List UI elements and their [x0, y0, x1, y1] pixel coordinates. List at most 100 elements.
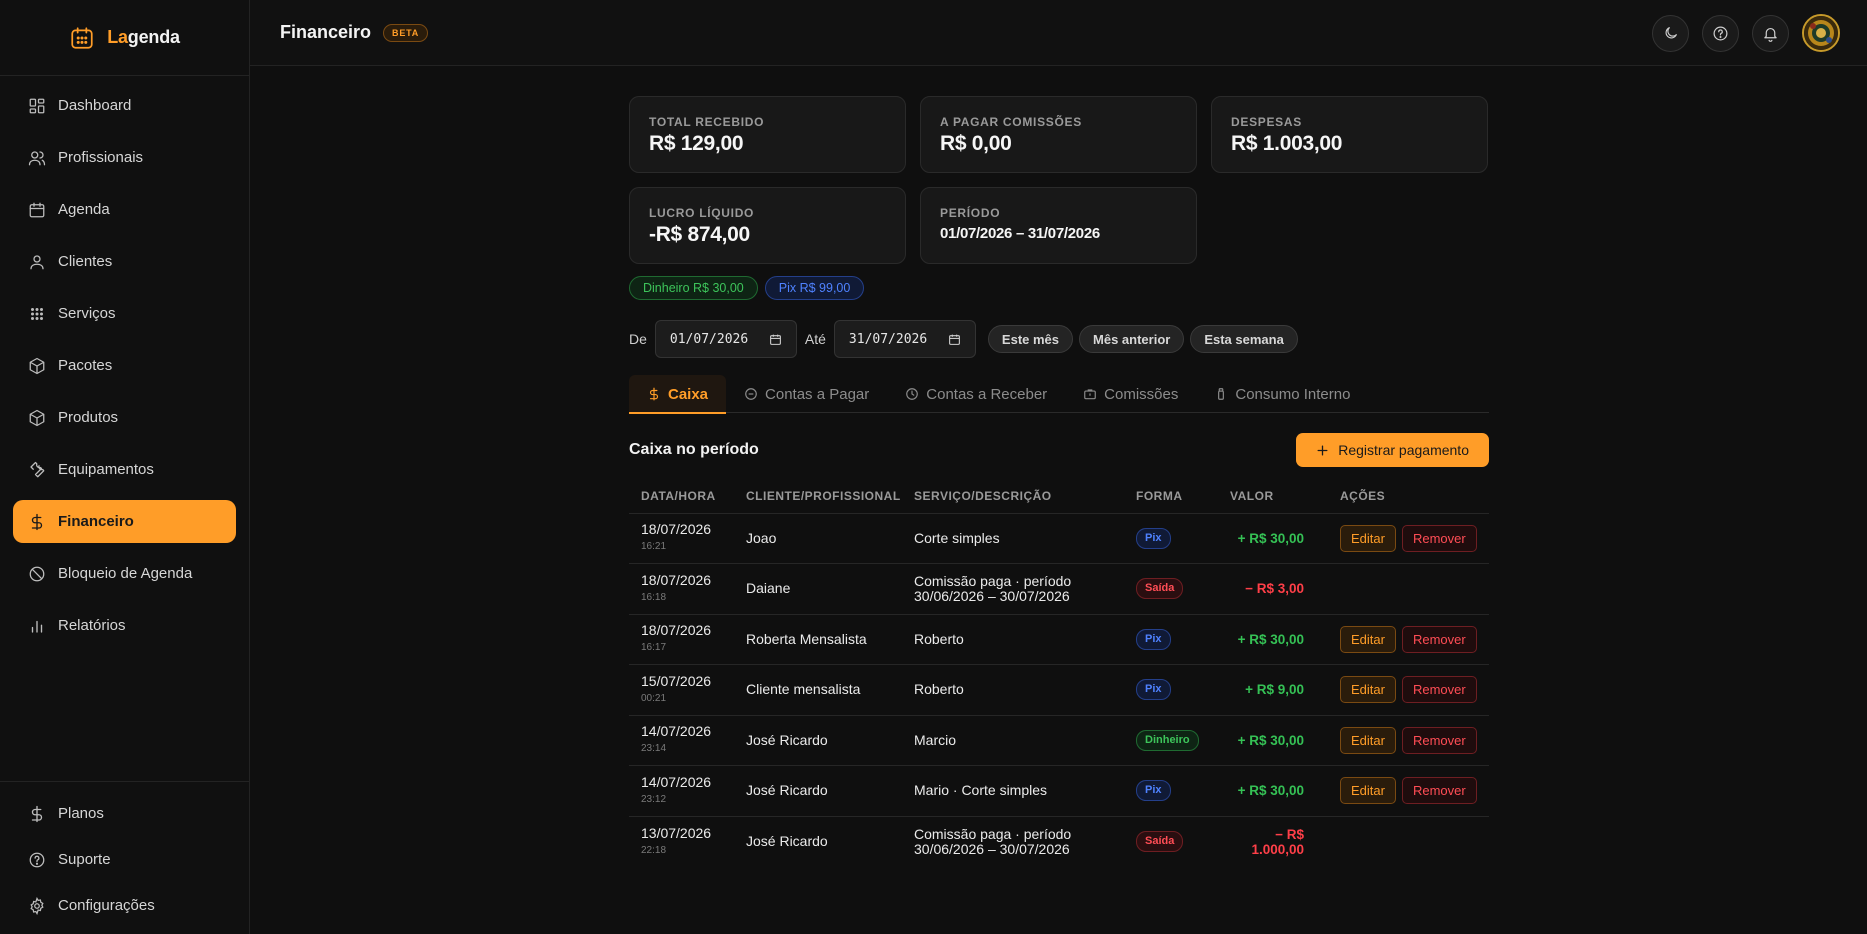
- main-content: TOTAL RECEBIDO R$ 129,00 A PAGAR COMISSÕ…: [629, 96, 1489, 867]
- tab-caixa[interactable]: Caixa: [629, 375, 727, 414]
- tab-label: Comissões: [1104, 385, 1179, 403]
- briefcase-icon: [1083, 387, 1097, 401]
- help-icon: [28, 851, 46, 869]
- chip-dinheiro: Dinheiro R$ 30,00: [629, 276, 758, 300]
- box-icon: [28, 357, 46, 375]
- plus-icon: [1316, 444, 1329, 457]
- remove-button[interactable]: Remover: [1401, 777, 1477, 805]
- to-date-input[interactable]: 31/07/2026: [833, 320, 976, 358]
- sidebar-item-label: Pacotes: [58, 357, 113, 374]
- user-icon: [28, 253, 46, 271]
- preset-mes-anterior-button[interactable]: Mês anterior: [1079, 325, 1185, 353]
- to-date-value: 31/07/2026: [848, 331, 928, 347]
- beta-badge: BETA: [383, 23, 429, 42]
- sidebar-item-label: Financeiro: [58, 513, 134, 530]
- edit-button[interactable]: Editar: [1340, 676, 1396, 704]
- card-label: LUCRO LÍQUIDO: [649, 206, 755, 220]
- column-header: FORMA: [1124, 479, 1218, 514]
- tab-contas-a-receber[interactable]: Contas a Receber: [887, 375, 1065, 413]
- table-body: 18/07/2026 16:21 Joao Corte simples Pix +…: [629, 513, 1489, 867]
- brand[interactable]: Lagenda: [0, 0, 249, 76]
- tab-label: Consumo Interno: [1235, 385, 1351, 403]
- edit-button[interactable]: Editar: [1340, 726, 1396, 754]
- table-row: 18/07/2026 16:21 Joao Corte simples Pix +…: [629, 513, 1489, 564]
- summary-card-a-pagar-comissoes: A PAGAR COMISSÕES R$ 0,00: [920, 96, 1197, 173]
- bar-chart-icon: [28, 617, 46, 635]
- remove-button[interactable]: Remover: [1401, 625, 1477, 653]
- sidebar-item-produtos[interactable]: Produtos: [13, 396, 236, 439]
- card-label: TOTAL RECEBIDO: [649, 115, 765, 129]
- help-button[interactable]: [1702, 14, 1739, 52]
- edit-button[interactable]: Editar: [1340, 777, 1396, 805]
- sidebar-item-label: Produtos: [58, 409, 119, 426]
- date-filters: De 01/07/2026 Até 31/07/2026 Este mês Mê…: [629, 320, 1489, 358]
- brand-name: Lagenda: [107, 27, 180, 47]
- remove-button[interactable]: Remover: [1401, 726, 1477, 754]
- card-label: PERÍODO: [940, 206, 1001, 220]
- from-date-input[interactable]: 01/07/2026: [654, 320, 797, 358]
- edit-button[interactable]: Editar: [1340, 524, 1396, 552]
- forma-badge: Pix: [1136, 628, 1171, 650]
- row-description-period: 30/06/2026 – 30/07/2026: [914, 587, 1070, 604]
- sidebar-item-financeiro[interactable]: Financeiro: [13, 500, 236, 543]
- sidebar-item-pacotes[interactable]: Pacotes: [13, 344, 236, 387]
- top-bar: Financeiro BETA: [250, 0, 1867, 66]
- register-payment-button[interactable]: Registrar pagamento: [1296, 433, 1489, 467]
- row-value: + R$ 30,00: [1218, 715, 1328, 766]
- card-value: R$ 1.003,00: [1231, 132, 1343, 155]
- row-value: + R$ 30,00: [1218, 765, 1328, 817]
- row-description: Marcio: [914, 731, 957, 748]
- sidebar-item-label: Suporte: [58, 851, 111, 868]
- sidebar-item-bloqueio-de-agenda[interactable]: Bloqueio de Agenda: [13, 552, 236, 595]
- sidebar-item-servicos[interactable]: Serviços: [13, 292, 236, 335]
- sidebar-item-clientes[interactable]: Clientes: [13, 240, 236, 283]
- sidebar-item-relatorios[interactable]: Relatórios: [13, 604, 236, 647]
- card-label: DESPESAS: [1231, 115, 1302, 129]
- column-header: VALOR: [1218, 479, 1328, 514]
- row-value: − R$ 3,00: [1218, 563, 1328, 615]
- sidebar-item-configuracoes[interactable]: Configurações: [13, 884, 236, 927]
- sidebar-item-label: Equipamentos: [58, 461, 154, 478]
- notifications-button[interactable]: [1752, 14, 1789, 52]
- avatar[interactable]: [1802, 14, 1840, 52]
- sidebar-item-profissionais[interactable]: Profissionais: [13, 136, 236, 179]
- row-time: 16:18: [641, 591, 667, 603]
- preset-esta-semana-button[interactable]: Esta semana: [1190, 325, 1298, 353]
- sidebar-item-planos[interactable]: Planos: [13, 792, 236, 835]
- help-icon: [1712, 25, 1729, 42]
- edit-button[interactable]: Editar: [1340, 625, 1396, 653]
- payment-method-chips: Dinheiro R$ 30,00 Pix R$ 99,00: [629, 276, 1489, 300]
- tab-consumo-interno[interactable]: Consumo Interno: [1196, 375, 1368, 413]
- box-icon: [28, 409, 46, 427]
- sidebar-item-suporte[interactable]: Suporte: [13, 838, 236, 881]
- summary-cards: TOTAL RECEBIDO R$ 129,00 A PAGAR COMISSÕ…: [629, 96, 1489, 264]
- preset-este-mes-button[interactable]: Este mês: [987, 325, 1074, 353]
- row-value: + R$ 30,00: [1218, 513, 1328, 564]
- row-value: + R$ 30,00: [1218, 614, 1328, 665]
- row-value: + R$ 9,00: [1218, 664, 1328, 716]
- dashboard-icon: [28, 97, 46, 115]
- column-header: CLIENTE/PROFISSIONAL: [734, 479, 902, 514]
- tab-contas-a-pagar[interactable]: Contas a Pagar: [726, 375, 887, 413]
- remove-button[interactable]: Remover: [1401, 524, 1477, 552]
- remove-button[interactable]: Remover: [1401, 676, 1477, 704]
- services-icon: [28, 305, 46, 323]
- cash-table: DATA/HORA CLIENTE/PROFISSIONAL SERVIÇO/D…: [629, 479, 1489, 867]
- dollar-icon: [647, 387, 661, 401]
- from-label: De: [629, 331, 647, 347]
- summary-card-lucro-liquido: LUCRO LÍQUIDO -R$ 874,00: [629, 187, 906, 264]
- sidebar-item-equipamentos[interactable]: Equipamentos: [13, 448, 236, 491]
- sidebar-item-dashboard[interactable]: Dashboard: [13, 84, 236, 127]
- finance-tabs: Caixa Contas a Pagar Contas a Receber Co…: [629, 375, 1489, 414]
- table-row: 18/07/2026 16:17 Roberta Mensalista Rober…: [629, 614, 1489, 665]
- theme-toggle-button[interactable]: [1652, 14, 1689, 52]
- tab-comissoes[interactable]: Comissões: [1065, 375, 1196, 413]
- sidebar-item-label: Configurações: [58, 897, 155, 914]
- sidebar-item-agenda[interactable]: Agenda: [13, 188, 236, 231]
- sidebar-item-label: Profissionais: [58, 149, 144, 166]
- row-date: 13/07/2026: [641, 824, 712, 841]
- sidebar-item-label: Bloqueio de Agenda: [58, 565, 193, 582]
- row-time: 23:12: [641, 793, 667, 805]
- calendar-icon: [769, 333, 782, 346]
- forma-badge: Dinheiro: [1136, 729, 1199, 751]
